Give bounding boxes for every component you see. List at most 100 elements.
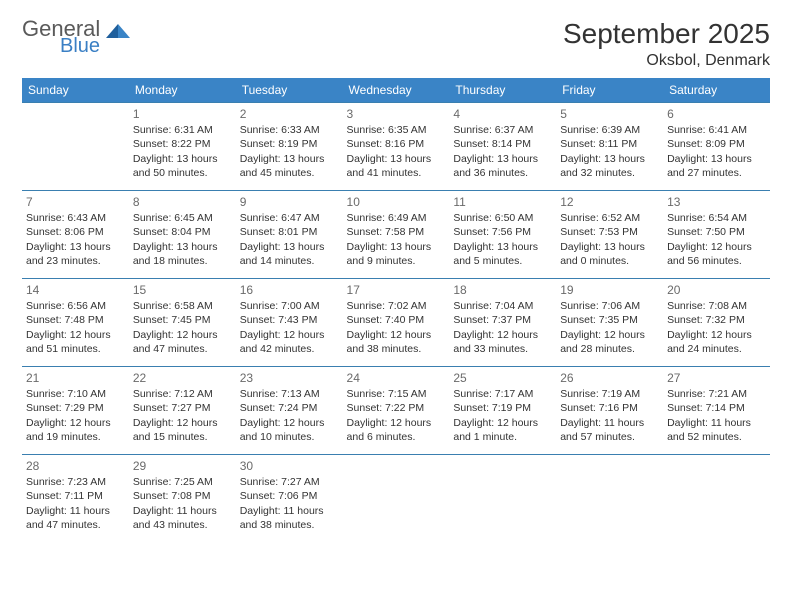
day-number: 23 bbox=[240, 370, 339, 386]
calendar-day-cell bbox=[663, 455, 770, 543]
day-number: 7 bbox=[26, 194, 125, 210]
brand-text: General Blue bbox=[22, 18, 100, 56]
sunset-text: Sunset: 8:09 PM bbox=[667, 137, 766, 151]
sunrise-text: Sunrise: 7:06 AM bbox=[560, 299, 659, 313]
sunrise-text: Sunrise: 7:04 AM bbox=[453, 299, 552, 313]
calendar-day-cell bbox=[22, 103, 129, 191]
sunrise-text: Sunrise: 6:52 AM bbox=[560, 211, 659, 225]
daylight-text: Daylight: 11 hours and 47 minutes. bbox=[26, 504, 125, 532]
day-number: 22 bbox=[133, 370, 232, 386]
day-number: 16 bbox=[240, 282, 339, 298]
sunset-text: Sunset: 7:06 PM bbox=[240, 489, 339, 503]
daylight-text: Daylight: 13 hours and 41 minutes. bbox=[347, 152, 446, 180]
calendar-day-cell: 23Sunrise: 7:13 AMSunset: 7:24 PMDayligh… bbox=[236, 367, 343, 455]
brand-name-bottom: Blue bbox=[60, 36, 100, 56]
sunrise-text: Sunrise: 7:17 AM bbox=[453, 387, 552, 401]
sunset-text: Sunset: 7:29 PM bbox=[26, 401, 125, 415]
calendar-day-cell: 4Sunrise: 6:37 AMSunset: 8:14 PMDaylight… bbox=[449, 103, 556, 191]
sunset-text: Sunset: 7:35 PM bbox=[560, 313, 659, 327]
day-header: Sunday bbox=[22, 78, 129, 103]
day-number: 13 bbox=[667, 194, 766, 210]
sunrise-text: Sunrise: 7:10 AM bbox=[26, 387, 125, 401]
calendar-day-cell: 29Sunrise: 7:25 AMSunset: 7:08 PMDayligh… bbox=[129, 455, 236, 543]
calendar-week-row: 1Sunrise: 6:31 AMSunset: 8:22 PMDaylight… bbox=[22, 103, 770, 191]
calendar-day-cell: 7Sunrise: 6:43 AMSunset: 8:06 PMDaylight… bbox=[22, 191, 129, 279]
day-number: 14 bbox=[26, 282, 125, 298]
calendar-day-cell: 19Sunrise: 7:06 AMSunset: 7:35 PMDayligh… bbox=[556, 279, 663, 367]
sunset-text: Sunset: 7:11 PM bbox=[26, 489, 125, 503]
calendar-day-cell bbox=[343, 455, 450, 543]
calendar-day-cell: 26Sunrise: 7:19 AMSunset: 7:16 PMDayligh… bbox=[556, 367, 663, 455]
sunrise-text: Sunrise: 6:47 AM bbox=[240, 211, 339, 225]
day-number: 12 bbox=[560, 194, 659, 210]
sunset-text: Sunset: 7:19 PM bbox=[453, 401, 552, 415]
calendar-day-cell: 10Sunrise: 6:49 AMSunset: 7:58 PMDayligh… bbox=[343, 191, 450, 279]
calendar-day-cell: 17Sunrise: 7:02 AMSunset: 7:40 PMDayligh… bbox=[343, 279, 450, 367]
sunrise-text: Sunrise: 7:19 AM bbox=[560, 387, 659, 401]
day-number: 25 bbox=[453, 370, 552, 386]
sunset-text: Sunset: 8:14 PM bbox=[453, 137, 552, 151]
sunrise-text: Sunrise: 6:31 AM bbox=[133, 123, 232, 137]
daylight-text: Daylight: 11 hours and 57 minutes. bbox=[560, 416, 659, 444]
calendar-day-cell bbox=[556, 455, 663, 543]
sunset-text: Sunset: 7:14 PM bbox=[667, 401, 766, 415]
day-header: Friday bbox=[556, 78, 663, 103]
calendar-day-cell: 28Sunrise: 7:23 AMSunset: 7:11 PMDayligh… bbox=[22, 455, 129, 543]
daylight-text: Daylight: 12 hours and 47 minutes. bbox=[133, 328, 232, 356]
day-header-row: SundayMondayTuesdayWednesdayThursdayFrid… bbox=[22, 78, 770, 103]
calendar-day-cell: 22Sunrise: 7:12 AMSunset: 7:27 PMDayligh… bbox=[129, 367, 236, 455]
sunset-text: Sunset: 7:24 PM bbox=[240, 401, 339, 415]
sunrise-text: Sunrise: 6:43 AM bbox=[26, 211, 125, 225]
calendar-header: SundayMondayTuesdayWednesdayThursdayFrid… bbox=[22, 78, 770, 103]
sunrise-text: Sunrise: 7:27 AM bbox=[240, 475, 339, 489]
sunset-text: Sunset: 8:22 PM bbox=[133, 137, 232, 151]
calendar-day-cell: 8Sunrise: 6:45 AMSunset: 8:04 PMDaylight… bbox=[129, 191, 236, 279]
calendar-week-row: 14Sunrise: 6:56 AMSunset: 7:48 PMDayligh… bbox=[22, 279, 770, 367]
daylight-text: Daylight: 12 hours and 1 minute. bbox=[453, 416, 552, 444]
daylight-text: Daylight: 12 hours and 6 minutes. bbox=[347, 416, 446, 444]
calendar-day-cell: 27Sunrise: 7:21 AMSunset: 7:14 PMDayligh… bbox=[663, 367, 770, 455]
sunrise-text: Sunrise: 6:49 AM bbox=[347, 211, 446, 225]
sunset-text: Sunset: 7:16 PM bbox=[560, 401, 659, 415]
day-number: 24 bbox=[347, 370, 446, 386]
sunrise-text: Sunrise: 6:45 AM bbox=[133, 211, 232, 225]
sunrise-text: Sunrise: 6:58 AM bbox=[133, 299, 232, 313]
calendar-week-row: 7Sunrise: 6:43 AMSunset: 8:06 PMDaylight… bbox=[22, 191, 770, 279]
sunrise-text: Sunrise: 7:23 AM bbox=[26, 475, 125, 489]
sunset-text: Sunset: 7:32 PM bbox=[667, 313, 766, 327]
sunrise-text: Sunrise: 7:13 AM bbox=[240, 387, 339, 401]
daylight-text: Daylight: 13 hours and 27 minutes. bbox=[667, 152, 766, 180]
month-title: September 2025 bbox=[563, 18, 770, 50]
daylight-text: Daylight: 12 hours and 28 minutes. bbox=[560, 328, 659, 356]
sunrise-text: Sunrise: 6:54 AM bbox=[667, 211, 766, 225]
calendar-day-cell: 11Sunrise: 6:50 AMSunset: 7:56 PMDayligh… bbox=[449, 191, 556, 279]
sunset-text: Sunset: 8:01 PM bbox=[240, 225, 339, 239]
day-number: 2 bbox=[240, 106, 339, 122]
sunrise-text: Sunrise: 6:33 AM bbox=[240, 123, 339, 137]
day-number: 19 bbox=[560, 282, 659, 298]
sunset-text: Sunset: 7:53 PM bbox=[560, 225, 659, 239]
daylight-text: Daylight: 13 hours and 14 minutes. bbox=[240, 240, 339, 268]
day-number: 18 bbox=[453, 282, 552, 298]
day-number: 26 bbox=[560, 370, 659, 386]
sunset-text: Sunset: 8:04 PM bbox=[133, 225, 232, 239]
sunset-text: Sunset: 7:50 PM bbox=[667, 225, 766, 239]
calendar-day-cell: 5Sunrise: 6:39 AMSunset: 8:11 PMDaylight… bbox=[556, 103, 663, 191]
daylight-text: Daylight: 13 hours and 9 minutes. bbox=[347, 240, 446, 268]
calendar-day-cell: 12Sunrise: 6:52 AMSunset: 7:53 PMDayligh… bbox=[556, 191, 663, 279]
daylight-text: Daylight: 13 hours and 50 minutes. bbox=[133, 152, 232, 180]
sunrise-text: Sunrise: 6:56 AM bbox=[26, 299, 125, 313]
daylight-text: Daylight: 12 hours and 19 minutes. bbox=[26, 416, 125, 444]
sunrise-text: Sunrise: 7:08 AM bbox=[667, 299, 766, 313]
daylight-text: Daylight: 13 hours and 5 minutes. bbox=[453, 240, 552, 268]
sunset-text: Sunset: 8:19 PM bbox=[240, 137, 339, 151]
calendar-day-cell: 15Sunrise: 6:58 AMSunset: 7:45 PMDayligh… bbox=[129, 279, 236, 367]
day-number: 17 bbox=[347, 282, 446, 298]
day-number: 27 bbox=[667, 370, 766, 386]
daylight-text: Daylight: 13 hours and 23 minutes. bbox=[26, 240, 125, 268]
calendar-day-cell bbox=[449, 455, 556, 543]
calendar-day-cell: 13Sunrise: 6:54 AMSunset: 7:50 PMDayligh… bbox=[663, 191, 770, 279]
calendar-body: 1Sunrise: 6:31 AMSunset: 8:22 PMDaylight… bbox=[22, 103, 770, 543]
calendar-day-cell: 24Sunrise: 7:15 AMSunset: 7:22 PMDayligh… bbox=[343, 367, 450, 455]
day-header: Thursday bbox=[449, 78, 556, 103]
